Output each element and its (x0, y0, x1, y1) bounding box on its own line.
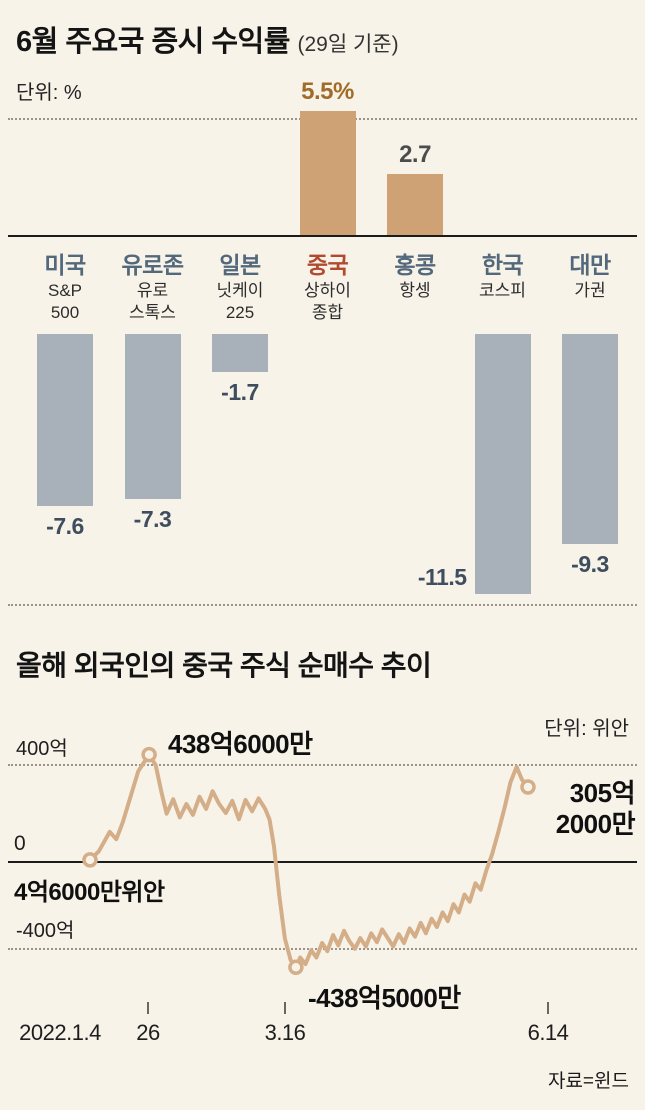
bar-value-label-eurozone: -7.3 (133, 505, 172, 532)
category-label-eurozone: 유로존 (121, 252, 184, 278)
index-name-eurozone: 유로 스톡스 (129, 281, 176, 323)
y-gridline-label-neg400: -400억 (16, 920, 75, 942)
source-credit: 자료=윈드 (547, 1071, 629, 1092)
marker-start (82, 852, 98, 868)
x-tick-mark-1 (147, 1002, 149, 1014)
bar-chart-title: 6월 주요국 증시 수익률 (29일 기준) (16, 18, 399, 60)
bar-chart-title-suffix: (29일 기준) (297, 33, 399, 56)
bar-value-label-korea: -11.5 (417, 563, 467, 590)
y-gridline-label-400: 400억 (16, 738, 68, 760)
line-chart-svg (82, 746, 536, 976)
index-name-hong-kong: 항셍 (399, 281, 431, 300)
bar-value-label-china: 5.5% (301, 77, 354, 105)
x-tick-label-0: 2022.1.4 (19, 1020, 101, 1045)
bar-eurozone (124, 334, 181, 499)
x-tick-mark-2 (284, 1002, 286, 1014)
bar-value-label-us: -7.6 (46, 512, 84, 539)
category-label-hong-kong: 홍콩 (394, 252, 436, 278)
index-name-taiwan: 가권 (574, 281, 606, 300)
annotation-end: 305억 2000만 (555, 778, 636, 840)
bar-chart-gridline-bottom (8, 604, 637, 606)
net-purchase-line (88, 752, 530, 970)
bar-value-label-japan: -1.7 (221, 379, 259, 406)
marker-end (520, 779, 536, 795)
annotation-start: 4억6000만위안 (14, 879, 165, 906)
line-chart-unit-label: 단위: 위안 (544, 718, 629, 740)
index-name-us: S&P 500 (47, 281, 83, 323)
line-chart-gridline-400 (8, 764, 637, 766)
bar-korea (474, 334, 531, 594)
line-chart-gridline-neg400 (8, 948, 637, 950)
bar-chart-title-text: 6월 주요국 증시 수익률 (16, 26, 290, 58)
bar-value-label-hong-kong: 2.7 (399, 140, 431, 168)
bar-taiwan (562, 334, 618, 545)
x-tick-label-1: 26 (136, 1020, 160, 1045)
line-chart-title: 올해 외국인의 중국 주식 순매수 추이 (16, 650, 432, 681)
bar-japan (212, 334, 268, 373)
bar-china (299, 110, 356, 235)
category-label-china: 중국 (306, 252, 349, 278)
marker-peak (141, 746, 157, 763)
annotation-trough: -438억5000만 (308, 983, 461, 1013)
bar-value-label-taiwan: -9.3 (571, 551, 609, 578)
y-gridline-label-zero: 0 (14, 832, 26, 855)
category-label-japan: 일본 (219, 252, 261, 278)
bar-chart-zero-axis (8, 235, 637, 237)
bar-chart-unit-label: 단위: % (16, 82, 82, 104)
bar-us (37, 334, 93, 506)
annotation-peak: 438억6000만 (168, 729, 313, 759)
category-label-us: 미국 (44, 252, 86, 278)
x-tick-label-2: 3.16 (264, 1020, 306, 1045)
marker-trough (288, 959, 304, 976)
x-tick-mark-3 (547, 1002, 549, 1014)
category-label-taiwan: 대만 (569, 252, 611, 278)
index-name-korea: 코스피 (479, 281, 526, 300)
x-tick-label-3: 6.14 (527, 1020, 569, 1045)
index-name-china: 상하이 종합 (304, 281, 351, 323)
line-chart-zero-axis (8, 861, 637, 863)
index-name-japan: 닛케이 225 (216, 281, 264, 323)
bar-hong-kong (387, 173, 443, 235)
category-label-korea: 한국 (481, 252, 524, 278)
